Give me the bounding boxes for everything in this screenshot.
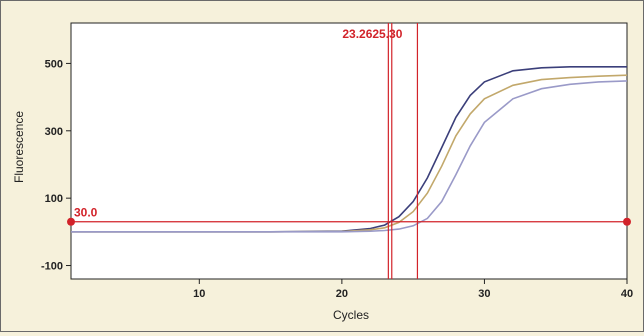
threshold-label: 30.0 bbox=[74, 206, 98, 220]
amplification-curve-3 bbox=[71, 80, 628, 233]
x-axis-title: Cycles bbox=[333, 308, 369, 322]
y-axis-title: Fluorescence bbox=[12, 111, 26, 183]
plot-area bbox=[70, 22, 628, 280]
x-tick-label: 30 bbox=[478, 288, 490, 300]
y-tick-label: 100 bbox=[45, 193, 63, 205]
x-tick-label: 40 bbox=[621, 288, 633, 300]
ct-value-label: 23.2625.30 bbox=[342, 27, 402, 41]
x-tick-label: 20 bbox=[336, 288, 348, 300]
y-tick-label: -100 bbox=[41, 261, 63, 273]
amplification-chart: -100 100 300 500 10 20 30 40 30.0 23.2625.30 Flu… bbox=[12, 22, 633, 322]
threshold-handle-left bbox=[67, 217, 75, 226]
x-tick-label: 10 bbox=[193, 288, 205, 300]
threshold-handle-right bbox=[623, 217, 631, 226]
y-tick-label: 300 bbox=[45, 126, 63, 138]
y-tick-label: 500 bbox=[45, 58, 63, 70]
